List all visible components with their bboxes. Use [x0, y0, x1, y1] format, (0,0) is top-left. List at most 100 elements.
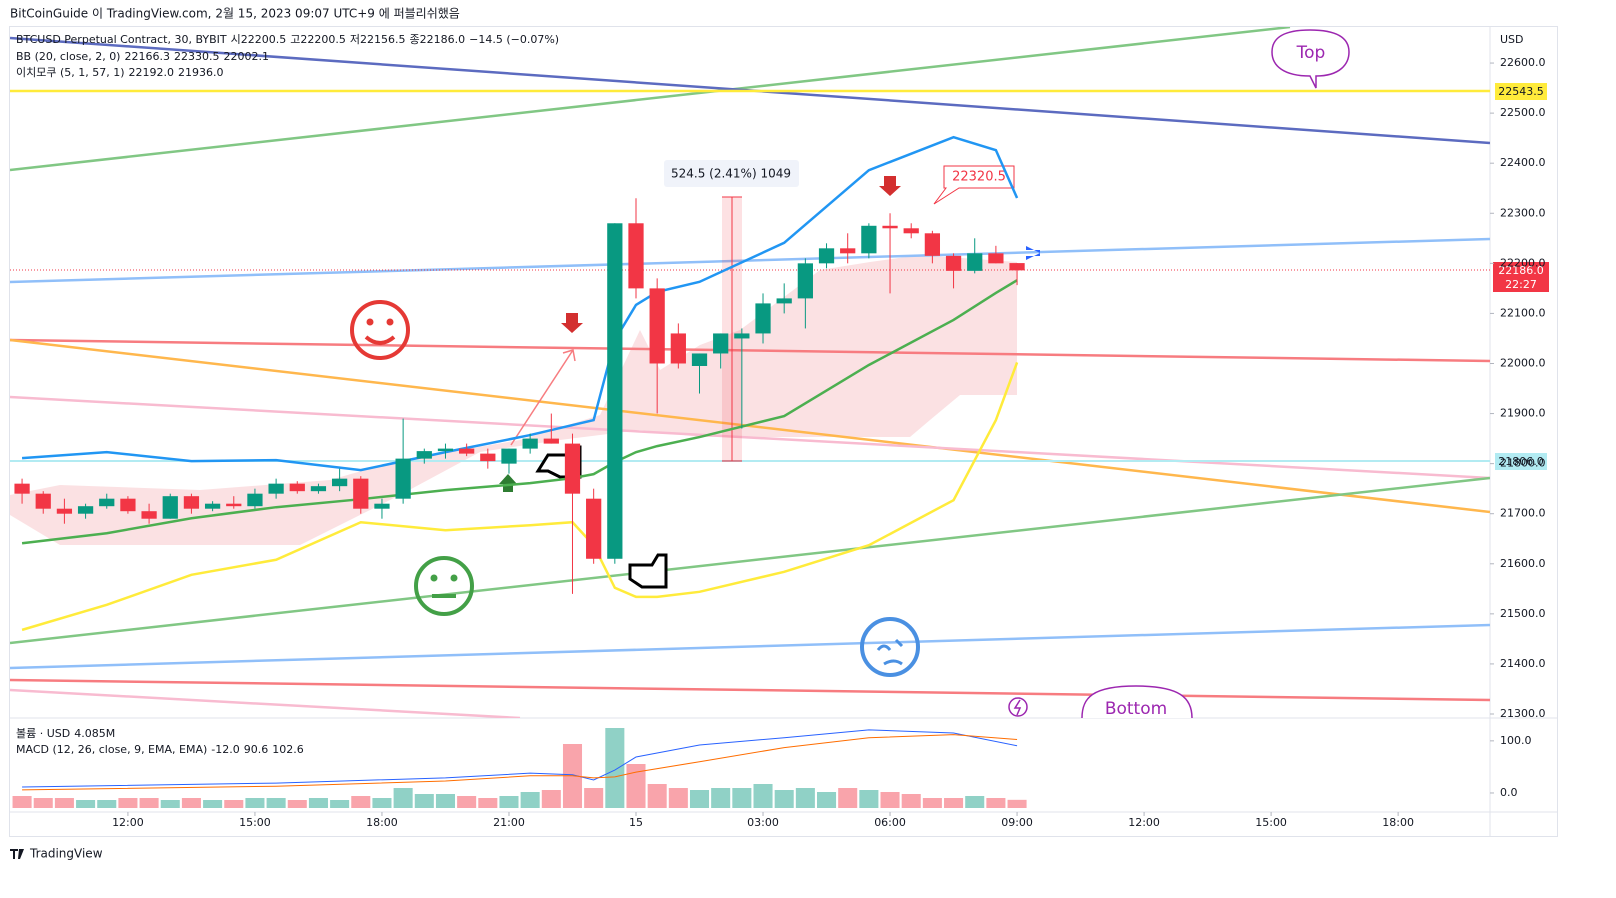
candle-body	[99, 498, 115, 507]
candle-body	[649, 288, 665, 364]
volume-bar	[605, 728, 625, 808]
price-note: 22320.5	[952, 170, 1006, 185]
candle-body	[522, 438, 538, 449]
indicator-value: 22330.5	[174, 50, 220, 63]
volume-bar	[1007, 799, 1027, 808]
macd-value: 102.6	[272, 743, 304, 756]
legend: BTCUSD Perpetual Contract, 30, BYBIT 시 222…	[16, 33, 559, 756]
top-callout	[1271, 29, 1350, 89]
indicator-value: 22002.1	[223, 50, 269, 63]
measure-label: 524.5 (2.41%) 1049	[671, 167, 791, 181]
x-tick-label: 21:00	[493, 816, 525, 829]
candle-body	[268, 483, 284, 494]
volume-bar	[224, 800, 244, 808]
volume-bar	[986, 798, 1006, 808]
volume-bar	[33, 798, 53, 808]
bb-line	[21, 279, 1018, 545]
candle-body	[480, 453, 496, 462]
volume-bar	[541, 790, 561, 808]
ohlc-value: 22200.5	[300, 33, 346, 46]
ohlc-value: 22156.5	[360, 33, 406, 46]
macd-y-tick-label: 100.0	[1500, 734, 1532, 747]
top-label: Top	[1296, 43, 1326, 63]
last-price: 22186.0	[1498, 264, 1544, 277]
x-tick-label: 06:00	[874, 816, 906, 829]
volume-bar	[880, 792, 900, 808]
x-tick-label: 12:00	[112, 816, 144, 829]
volume-bar	[965, 796, 985, 808]
y-tick-label: 22400.0	[1500, 156, 1546, 169]
volume-bar	[711, 788, 731, 808]
candle-body	[310, 486, 327, 492]
candle-body	[437, 448, 454, 452]
indicator-value: 22166.3	[124, 50, 170, 63]
volume-bar	[689, 790, 710, 808]
candle-body	[967, 253, 983, 271]
volume-bar	[118, 798, 138, 808]
volume-bar	[817, 792, 837, 808]
x-tick-label: 15:00	[1255, 816, 1287, 829]
volume-bar	[774, 790, 794, 808]
y-tick-label: 21300.0	[1500, 707, 1546, 720]
macd-value: -12.0	[211, 743, 239, 756]
candle-body	[162, 496, 178, 519]
candle-body	[691, 353, 708, 366]
blue-line-price: 21806.0	[1498, 455, 1544, 468]
volume-bar	[753, 784, 773, 808]
y-tick-label: 21800.0	[1500, 457, 1546, 470]
candle-body	[797, 263, 813, 299]
candle-body	[120, 498, 136, 512]
candle-body	[628, 223, 644, 289]
footer: TradingView	[29, 847, 103, 861]
volume-bar	[287, 800, 307, 808]
candle-body	[204, 503, 221, 509]
ohlc-value: 22200.5	[241, 33, 287, 46]
candle-body	[35, 493, 51, 509]
macd-legend: MACD (12, 26, close, 9, EMA, EMA)	[16, 743, 207, 756]
countdown: 22:27	[1505, 278, 1537, 291]
volume-bar	[330, 800, 350, 808]
volume-bar	[351, 796, 371, 808]
volume-bar	[859, 790, 879, 808]
ohlc-label: 종	[410, 33, 420, 46]
volume-bar	[520, 792, 540, 808]
candle-body	[861, 225, 877, 254]
indicator-value: 22192.0	[129, 66, 175, 79]
x-tick-label: 09:00	[1001, 816, 1033, 829]
footer-logo	[10, 849, 24, 859]
volume-bar	[435, 794, 455, 808]
candle-body	[713, 333, 729, 354]
candle-body	[183, 496, 200, 509]
volume-bar	[76, 800, 96, 808]
candle-body	[331, 478, 348, 487]
volume-bar	[647, 784, 667, 808]
candle-body	[903, 228, 919, 234]
publish-info: BitCoinGuide 이 TradingView.com, 2월 15, 2…	[10, 7, 460, 21]
volume-bar	[97, 800, 117, 808]
candle-body	[564, 443, 581, 494]
x-tick-label: 03:00	[747, 816, 779, 829]
yellow-line-tag	[1495, 83, 1547, 100]
volume-bar	[838, 788, 858, 808]
x-tick-label: 18:00	[366, 816, 398, 829]
candle-body	[289, 483, 305, 492]
y-tick-label: 22200.0	[1500, 256, 1546, 269]
volume-bar	[266, 798, 286, 808]
macd-value: 90.6	[244, 743, 269, 756]
volume-bar	[245, 798, 265, 808]
indicator-name: BB (20, close, 2, 0)	[16, 50, 120, 63]
candle-body	[734, 333, 750, 339]
candle-body	[586, 498, 602, 559]
macd-line	[22, 734, 1018, 791]
volume-bar	[393, 788, 413, 808]
y-tick-label: 22300.0	[1500, 206, 1546, 219]
x-tick-label: 18:00	[1382, 816, 1414, 829]
candle-body	[14, 483, 30, 494]
y-tick-label: 21900.0	[1500, 407, 1546, 420]
indicator-name: 이치모쿠 (5, 1, 57, 1)	[16, 66, 125, 79]
ohlc-label: 시	[231, 33, 241, 46]
y-tick-label: 22100.0	[1500, 306, 1546, 319]
drawings	[10, 27, 1490, 718]
candle-body	[374, 503, 390, 509]
